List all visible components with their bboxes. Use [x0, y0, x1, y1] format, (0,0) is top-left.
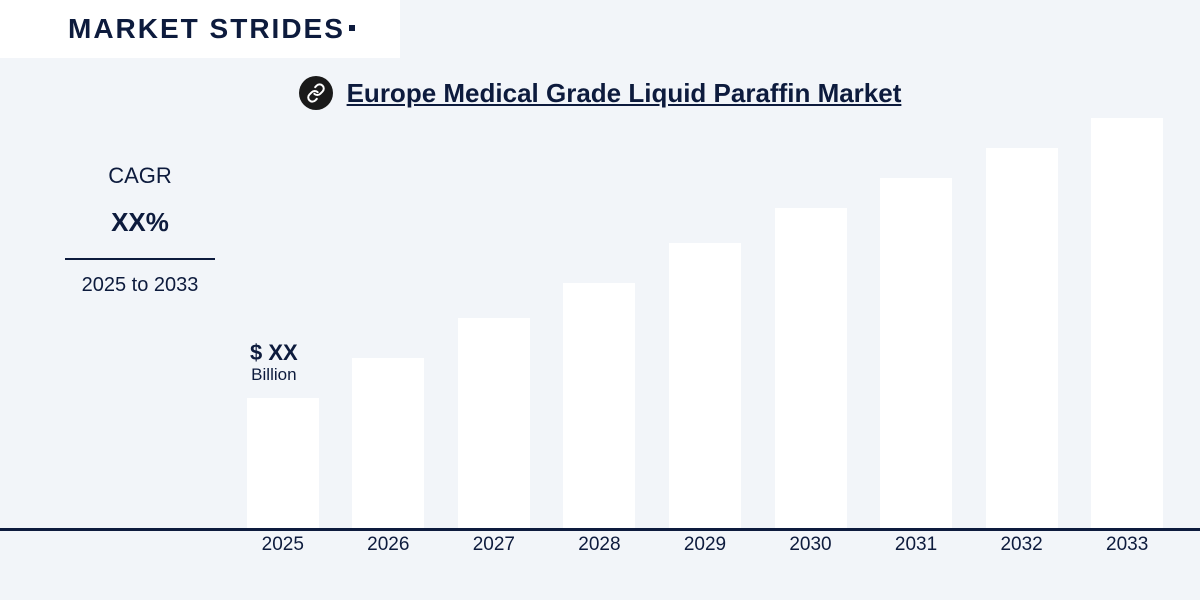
- bar: [458, 318, 530, 528]
- x-axis-label: 2033: [1079, 534, 1175, 560]
- cagr-divider: [65, 258, 215, 260]
- bars-container: [230, 130, 1180, 528]
- bar: [247, 398, 319, 528]
- bar: [986, 148, 1058, 528]
- cagr-value: XX%: [55, 207, 225, 238]
- bar-wrap: [868, 178, 964, 528]
- x-axis-label: 2030: [763, 534, 859, 560]
- logo-text: MARKET STRIDES: [68, 13, 345, 45]
- bar: [880, 178, 952, 528]
- bar: [352, 358, 424, 528]
- x-axis-label: 2029: [657, 534, 753, 560]
- chart-title-link[interactable]: Europe Medical Grade Liquid Paraffin Mar…: [347, 78, 902, 109]
- bar: [775, 208, 847, 528]
- bar: [1091, 118, 1163, 528]
- x-axis-label: 2032: [974, 534, 1070, 560]
- link-icon: [299, 76, 333, 110]
- bar-wrap: [657, 243, 753, 528]
- title-row: Europe Medical Grade Liquid Paraffin Mar…: [0, 76, 1200, 110]
- bar: [563, 283, 635, 528]
- bar-wrap: [1079, 118, 1175, 528]
- logo-bar: MARKET STRIDES: [0, 0, 400, 58]
- x-axis-label: 2028: [551, 534, 647, 560]
- bar-wrap: [763, 208, 859, 528]
- logo-dot: [349, 25, 355, 31]
- cagr-period: 2025 to 2033: [55, 274, 225, 297]
- bar-wrap: [551, 283, 647, 528]
- bar-wrap: [340, 358, 436, 528]
- bar-chart: 2025 2026 2027 2028 2029 2030 2031 2032 2033: [230, 130, 1180, 560]
- bar-wrap: [235, 398, 331, 528]
- x-axis-label: 2025: [235, 534, 331, 560]
- main-panel: Europe Medical Grade Liquid Paraffin Mar…: [0, 58, 1200, 600]
- x-axis-labels: 2025 2026 2027 2028 2029 2030 2031 2032 2033: [230, 534, 1180, 560]
- cagr-label: CAGR: [55, 163, 225, 189]
- bar-wrap: [974, 148, 1070, 528]
- x-axis-line: [0, 528, 1200, 531]
- bar-wrap: [446, 318, 542, 528]
- x-axis-label: 2026: [340, 534, 436, 560]
- bar: [669, 243, 741, 528]
- x-axis-label: 2031: [868, 534, 964, 560]
- cagr-block: CAGR XX% 2025 to 2033: [55, 163, 225, 297]
- x-axis-label: 2027: [446, 534, 542, 560]
